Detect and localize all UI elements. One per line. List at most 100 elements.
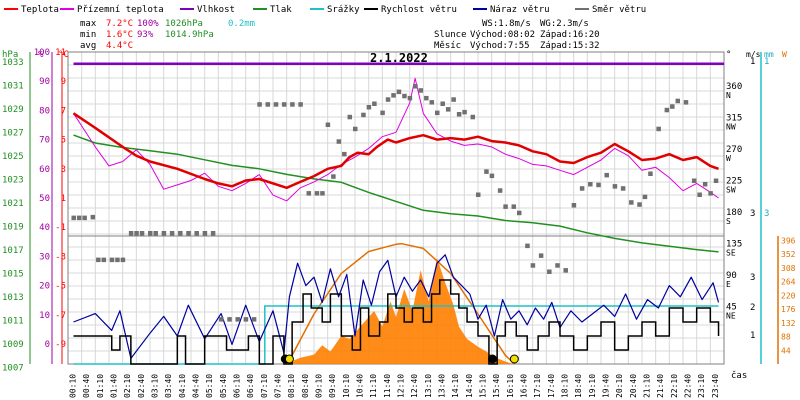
pct-tick-label: 0 <box>45 340 50 350</box>
pct-tick-label: 80 <box>39 106 50 116</box>
wind-direction-point <box>470 114 476 120</box>
deg-tick-label: 360 <box>726 82 742 92</box>
wind-direction-point <box>186 231 191 236</box>
deg-tick-label: 270 <box>726 145 742 155</box>
wind-direction-point <box>331 174 336 179</box>
time-tick-label: 08:40 <box>301 374 310 398</box>
wind-direction-point <box>148 231 153 236</box>
time-tick-label: 17:40 <box>547 374 556 398</box>
time-tick-label: 11:10 <box>369 374 378 398</box>
wind-direction-point <box>101 257 107 263</box>
time-tick-label: 23:10 <box>697 374 706 398</box>
time-tick-label: 00:10 <box>69 374 78 398</box>
temp-tick-label: -7 <box>55 311 66 321</box>
wind-direction-point <box>456 112 462 117</box>
stats-min-label: min <box>80 30 96 40</box>
time-tick-label: 07:40 <box>274 374 283 398</box>
time-tick-label: 11:40 <box>383 374 392 398</box>
time-tick-label: 13:10 <box>424 374 433 398</box>
time-tick-label: 10:10 <box>342 374 351 398</box>
wind-direction-point <box>372 101 377 106</box>
wind-direction-point <box>115 257 120 263</box>
wind-direction-point <box>281 102 287 107</box>
deg-tick-label: 225 <box>726 177 742 187</box>
stats-min-humidity: 93% <box>137 30 154 40</box>
time-tick-label: 04:40 <box>192 374 201 398</box>
info-sun-label: Slunce <box>434 30 467 40</box>
wind-direction-point <box>440 101 445 106</box>
plot-area <box>71 62 724 365</box>
wind-direction-point <box>476 192 481 197</box>
w-tick-label: 88 <box>781 333 791 342</box>
wind-direction-point <box>418 88 424 93</box>
pct-tick-label: 30 <box>39 252 50 262</box>
axis-deg-label: ° <box>726 50 731 60</box>
hpa-tick-label: 1033 <box>2 58 24 68</box>
axes: 1033103110291027102510231021101910171015… <box>2 48 796 398</box>
info-sunrise: Východ:08:02 <box>470 30 535 40</box>
w-tick-label: 352 <box>781 250 796 259</box>
dir-tick-label: NW <box>726 123 736 132</box>
deg-tick-label: 135 <box>726 240 742 250</box>
time-tick-label: 20:10 <box>615 374 624 398</box>
wind-direction-point <box>243 317 249 322</box>
time-tick-label: 08:10 <box>287 374 296 398</box>
wind-direction-point <box>96 257 101 263</box>
time-tick-label: 09:40 <box>328 374 337 398</box>
wind-direction-point <box>604 172 609 178</box>
wind-direction-point <box>153 231 158 236</box>
legend-label: Srážky <box>327 5 360 15</box>
wind-direction-point <box>429 100 435 105</box>
wind-direction-point <box>530 263 536 268</box>
ms-tick-label: 2 <box>750 303 755 313</box>
wind-direction-point <box>571 203 577 208</box>
wind-direction-point <box>675 98 681 104</box>
wind-direction-point <box>219 317 224 322</box>
wind-direction-point <box>462 109 467 115</box>
time-tick-label: 03:10 <box>151 374 160 398</box>
pct-tick-label: 90 <box>39 77 50 87</box>
wind-direction-point <box>702 182 708 187</box>
wind-direction-point <box>656 126 661 132</box>
temp-tick-label: 5 <box>61 136 66 146</box>
wind-direction-point <box>251 317 257 322</box>
hpa-tick-label: 1025 <box>2 152 24 162</box>
pct-tick-label: 10 <box>39 311 50 321</box>
hpa-tick-label: 1021 <box>2 199 24 209</box>
wind-direction-point <box>538 253 544 258</box>
deg-tick-label: 315 <box>726 114 742 124</box>
legend-label: Teplota <box>21 5 59 15</box>
temp-tick-label: 1 <box>61 194 66 204</box>
wind-direction-point <box>385 97 391 102</box>
stats-block: max 7.2°C 100% 1026hPa 0.2mm min 1.6°C 9… <box>80 19 255 51</box>
pct-tick-label: 70 <box>39 136 50 146</box>
sunset-marker <box>509 354 519 364</box>
hpa-tick-label: 1009 <box>2 340 24 350</box>
deg-tick-label: 180 <box>726 208 742 218</box>
axis-hpa-label: hPa <box>2 50 18 60</box>
wind-direction-point <box>396 89 402 95</box>
wind-direction-point <box>503 204 508 209</box>
pct-tick-label: 60 <box>39 165 50 175</box>
temp-tick-label: 7 <box>61 106 66 116</box>
legend-label: Tlak <box>270 5 292 15</box>
stats-avg-label: avg <box>80 41 96 51</box>
wind-direction-point <box>642 194 648 200</box>
hpa-tick-label: 1031 <box>2 82 24 92</box>
temp-tick-label: 3 <box>61 165 66 175</box>
axis-mm-label: mm <box>764 50 774 59</box>
wind-direction-point <box>82 215 87 221</box>
stats-min-pressure: 1014.9hPa <box>165 30 214 40</box>
sunrise-marker <box>284 354 294 364</box>
time-tick-label: 21:40 <box>656 374 665 398</box>
hpa-tick-label: 1019 <box>2 223 24 233</box>
ground-temp-line <box>73 77 719 202</box>
wind-direction-point <box>713 178 719 183</box>
pct-tick-label: 100 <box>34 48 50 58</box>
stats-avg-temp: 4.4°C <box>106 41 133 51</box>
time-tick-label: 09:10 <box>315 374 324 398</box>
dir-tick-label: S <box>726 217 731 226</box>
wind-direction-point <box>235 317 240 322</box>
w-tick-label: 264 <box>781 278 796 287</box>
time-tick-label: 18:10 <box>561 374 570 398</box>
